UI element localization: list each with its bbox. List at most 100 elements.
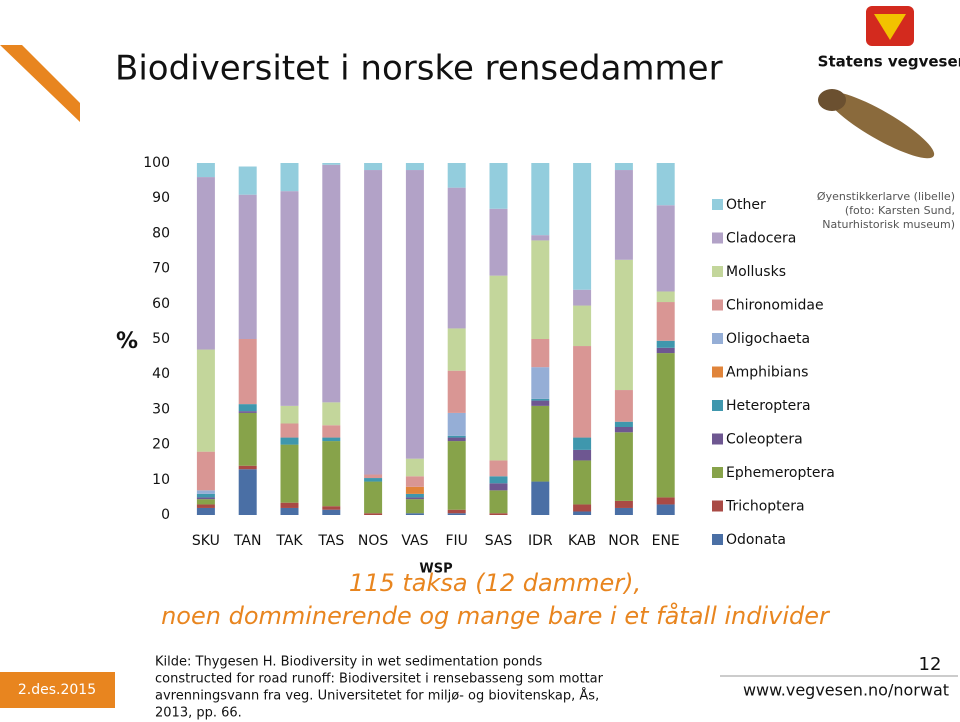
bar-segment bbox=[447, 412, 466, 436]
source: Kilde: Thygesen H. Biodiversity in wet s… bbox=[155, 655, 542, 670]
annotation: WSP bbox=[419, 562, 452, 577]
y-tick-label: 10 bbox=[152, 472, 170, 488]
page-number: 12 bbox=[919, 654, 942, 675]
y-tick-label: 0 bbox=[161, 507, 170, 523]
legend-swatch bbox=[712, 500, 723, 512]
bar-segment bbox=[280, 437, 299, 445]
bar-segment bbox=[656, 347, 675, 354]
bar-segment bbox=[196, 349, 215, 452]
bar-segment bbox=[196, 493, 215, 498]
legend-label: Cladocera bbox=[726, 231, 796, 247]
url: www.vegvesen.no/norwat bbox=[743, 681, 949, 700]
bar-segment bbox=[196, 163, 215, 178]
bar-segment bbox=[614, 427, 633, 433]
bar-segment bbox=[531, 398, 550, 401]
y-tick-label: 40 bbox=[152, 366, 170, 382]
bar-segment bbox=[573, 460, 592, 505]
bar-segment bbox=[196, 451, 215, 491]
legend-label: Coleoptera bbox=[726, 432, 803, 448]
bar-segment bbox=[489, 513, 508, 515]
bar-segment bbox=[280, 444, 299, 503]
slide-title: Biodiversitet i norske rensedammer bbox=[115, 49, 723, 89]
bar-segment bbox=[489, 483, 508, 491]
bar-segment bbox=[531, 235, 550, 241]
bar-segment bbox=[447, 509, 466, 514]
bar-segment bbox=[405, 170, 424, 459]
bar-segment bbox=[447, 437, 466, 442]
x-tick-label: SAS bbox=[485, 533, 513, 549]
bar-segment bbox=[280, 163, 299, 192]
bar-segment bbox=[656, 291, 675, 303]
bar-segment bbox=[573, 504, 592, 512]
bar-segment bbox=[238, 339, 257, 405]
bar-segment bbox=[656, 340, 675, 348]
bar-segment bbox=[280, 405, 299, 424]
bar-segment bbox=[196, 497, 215, 500]
bar-segment bbox=[238, 412, 257, 466]
bar-segment bbox=[656, 205, 675, 292]
source: 2013, pp. 66. bbox=[155, 706, 242, 721]
y-tick-label: 60 bbox=[152, 296, 170, 312]
bar-segment bbox=[447, 513, 466, 515]
bar-segment bbox=[364, 170, 383, 475]
legend-swatch bbox=[712, 467, 723, 478]
x-tick-label: NOS bbox=[358, 533, 388, 549]
bar-segment bbox=[489, 476, 508, 484]
legend-swatch bbox=[712, 199, 723, 210]
bar-segment bbox=[322, 163, 341, 165]
bar-segment bbox=[614, 170, 633, 260]
bar-segment bbox=[531, 481, 550, 515]
legend-swatch bbox=[712, 333, 723, 344]
bar-segment bbox=[238, 166, 257, 195]
source: avrenningsvann fra veg. Universitetet fo… bbox=[155, 688, 599, 704]
bar-segment bbox=[196, 504, 215, 508]
bar-segment bbox=[322, 441, 341, 507]
x-tick-label: FIU bbox=[445, 533, 467, 549]
legend-label: Trichoptera bbox=[725, 499, 805, 515]
y-tick-label: 70 bbox=[152, 261, 170, 277]
decor-stripe bbox=[0, 45, 80, 122]
bar-segment bbox=[196, 490, 215, 494]
bar-segment bbox=[489, 208, 508, 276]
bar-segment bbox=[196, 499, 215, 505]
bar-segment bbox=[405, 493, 424, 498]
photo bbox=[818, 89, 935, 159]
date-box bbox=[0, 672, 115, 708]
date: 2.des.2015 bbox=[18, 682, 96, 698]
bar-segment bbox=[405, 513, 424, 515]
bar-segment bbox=[447, 328, 466, 371]
bar-segment bbox=[656, 504, 675, 515]
legend-label: Chironomidae bbox=[726, 298, 824, 314]
bar-segment bbox=[573, 511, 592, 515]
bar-segment bbox=[656, 353, 675, 498]
bar-segment bbox=[531, 405, 550, 482]
bar-segment bbox=[614, 421, 633, 427]
legend-label: Amphibians bbox=[726, 365, 808, 381]
bar-segment bbox=[531, 367, 550, 399]
y-tick-label: 100 bbox=[143, 155, 170, 171]
x-tick-label: IDR bbox=[528, 533, 553, 549]
legend-label: Ephemeroptera bbox=[726, 465, 835, 481]
bar-segment bbox=[322, 425, 341, 438]
x-tick-label: SKU bbox=[192, 533, 220, 549]
y-tick-label: 50 bbox=[152, 331, 170, 347]
legend-swatch bbox=[712, 366, 723, 378]
legend-label: Mollusks bbox=[726, 264, 786, 280]
bar-segment bbox=[322, 164, 341, 403]
bar-segment bbox=[656, 497, 675, 505]
x-tick-label: NOR bbox=[608, 533, 639, 549]
bar-segment bbox=[614, 390, 633, 422]
bar-segment bbox=[196, 177, 215, 350]
bar-segment bbox=[405, 458, 424, 477]
bar-segment bbox=[614, 163, 633, 171]
y-tick-label: 80 bbox=[152, 225, 170, 241]
bar-segment bbox=[573, 305, 592, 347]
bar-segment bbox=[405, 163, 424, 171]
bar-segment bbox=[531, 400, 550, 406]
x-tick-label: KAB bbox=[568, 533, 596, 549]
y-tick-label: 30 bbox=[152, 401, 170, 417]
x-tick-label: TAK bbox=[275, 533, 303, 549]
bar-segment bbox=[614, 500, 633, 508]
bar-segment bbox=[238, 469, 257, 515]
